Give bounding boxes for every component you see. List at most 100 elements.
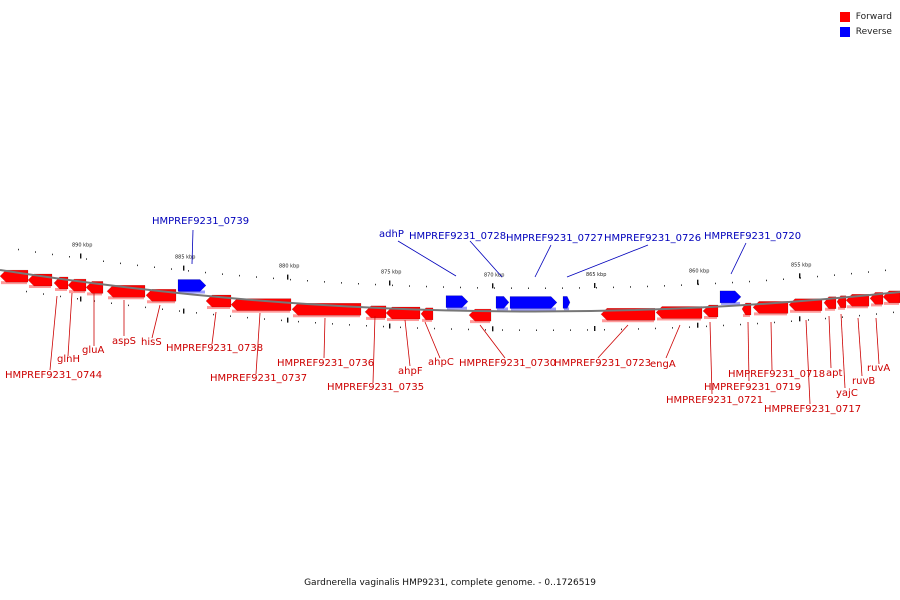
ruler-dot [468, 328, 469, 331]
gene-shadow [657, 317, 701, 321]
ruler-dot [511, 287, 512, 289]
ruler-dot [842, 316, 843, 318]
ruler-dot [77, 298, 78, 300]
gene-label-forward: apt [826, 368, 842, 379]
label-leader-line [597, 324, 629, 359]
ruler-dot [791, 320, 792, 322]
ruler-major-tick [594, 326, 596, 331]
ruler-dot [783, 278, 784, 280]
label-leader-line [191, 229, 194, 265]
ruler-dot [664, 285, 665, 287]
ruler-dot [681, 284, 682, 286]
gene-shadow [387, 318, 419, 322]
ruler-dot [222, 273, 223, 275]
ruler-dot [281, 319, 282, 322]
ruler-dot [638, 328, 639, 330]
gene-shadow [29, 284, 51, 288]
ruler-dot [502, 329, 503, 331]
gene-shadow [232, 309, 290, 313]
ruler-dot [256, 276, 257, 278]
label-leader-line [469, 240, 503, 278]
ruler-dot [69, 256, 70, 258]
ruler-dot [264, 318, 265, 320]
ruler-dot [732, 281, 733, 284]
ruler-dot [103, 260, 104, 262]
gene-shadow [871, 303, 882, 307]
ruler-dot [443, 286, 444, 288]
gene-arrows [0, 269, 900, 324]
ruler-dot [298, 320, 299, 323]
ruler-dot [774, 321, 775, 324]
ruler-dot [358, 283, 359, 285]
ruler-major-tick [80, 253, 82, 259]
ruler-dot [766, 279, 767, 282]
ruler-dot [332, 323, 333, 325]
ruler-dot [451, 328, 452, 330]
ruler-major-tick [799, 316, 801, 322]
ruler-dot [715, 282, 716, 285]
ruler-dot [86, 258, 87, 260]
ruler-dot [162, 308, 163, 310]
ruler-dot [876, 313, 877, 315]
label-leader-line [770, 321, 773, 371]
ruler-major-tick [389, 323, 391, 329]
gene-arrow [445, 295, 469, 308]
ruler-tick-labels: 890 kbp 885 kbp 880 kbp 875 kbp 870 kbp 865 k… [72, 243, 811, 279]
ruler-dot [417, 327, 418, 329]
ruler-dot [128, 304, 129, 307]
label-leader-line [534, 244, 552, 278]
ruler-dot [426, 285, 427, 288]
ruler-dot [460, 286, 461, 289]
ruler-dot [273, 277, 274, 280]
legend: Forward Reverse [839, 9, 892, 39]
gene-shadow [147, 300, 175, 304]
gene-shadow [179, 290, 205, 294]
gene-label-reverse: adhP [379, 229, 404, 240]
gene-shadow [108, 296, 144, 300]
ruler-dot [494, 287, 495, 289]
ruler-tick-label: 855 kbp [791, 262, 811, 268]
ruler-major-tick [183, 308, 185, 314]
ruler-dot [706, 325, 707, 328]
label-leader-line [404, 319, 411, 367]
ruler-tick-label: 875 kbp [381, 270, 401, 276]
gene-arrow [177, 279, 207, 292]
gene-label-reverse: HMPREF9231_0739 [152, 216, 249, 227]
label-leader-lines [49, 229, 880, 405]
gene-shadow [602, 319, 654, 323]
ruler-dot [519, 329, 520, 331]
ruler-dot [171, 268, 172, 270]
ruler-dot [477, 287, 478, 289]
label-leader-line [665, 324, 681, 359]
ruler-dot [145, 306, 146, 309]
label-leader-line [397, 240, 457, 277]
gene-label-forward: aspS [112, 336, 136, 347]
ruler-dot [655, 327, 656, 330]
label-leader-line [211, 311, 217, 345]
legend-item-reverse: Reverse [839, 24, 892, 39]
ruler-major-tick [799, 273, 801, 279]
ruler-dot [613, 286, 614, 289]
label-leader-line [730, 242, 747, 275]
label-leader-line [372, 315, 376, 384]
ruler-tick-label: 885 kbp [175, 255, 195, 261]
ruler-major-tick [287, 317, 289, 323]
ruler-dot [179, 310, 180, 312]
ruler-dot [35, 251, 36, 253]
ruler-dot [553, 329, 554, 331]
ruler-dot [621, 328, 622, 331]
ruler-major-tick [287, 274, 289, 280]
gene-label-forward: gluA [82, 345, 104, 356]
ruler-dot [545, 287, 546, 289]
ruler-dot [834, 274, 835, 276]
ruler-dot [120, 262, 121, 265]
ruler-dot [341, 282, 342, 284]
gene-label-forward: HMPREF9231_0717 [764, 404, 861, 415]
ruler-dot [562, 287, 563, 289]
ruler-dot [230, 315, 231, 317]
ruler-dot [290, 278, 291, 281]
ruler-dot [307, 280, 308, 282]
ruler-dot [596, 287, 597, 289]
